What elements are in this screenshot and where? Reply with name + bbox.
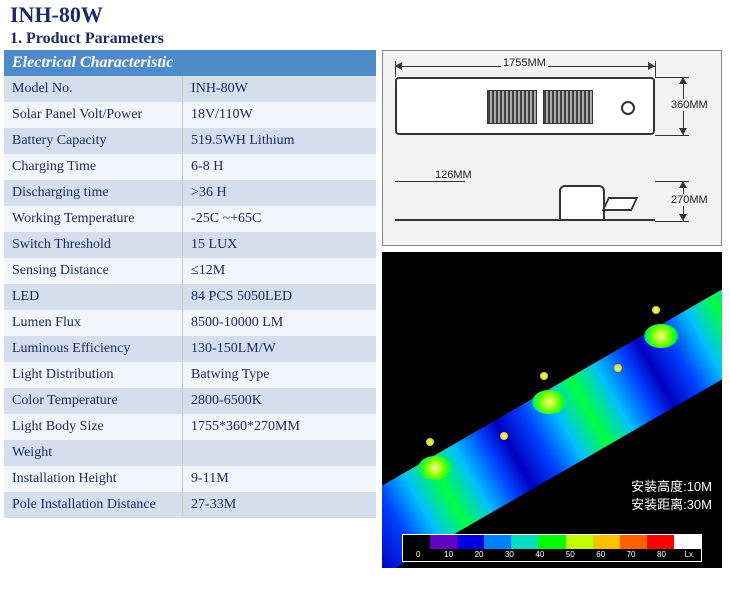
spec-label: Pole Installation Distance <box>4 492 183 518</box>
table-row: Charging Time6-8 H <box>4 154 376 180</box>
table-row: Luminous Efficiency130-150LM/W <box>4 336 376 362</box>
spec-value: 15 LUX <box>183 232 376 258</box>
spec-label: Sensing Distance <box>4 258 183 284</box>
section-text: Product Parameters <box>26 30 164 47</box>
dim-height: 270MM <box>669 194 710 206</box>
spec-table-header: Electrical Characteristic <box>4 50 376 76</box>
table-row: Weight <box>4 440 376 466</box>
install-height-value: 10M <box>687 479 712 494</box>
install-distance-label: 安装距离: <box>631 497 687 512</box>
table-row: Battery Capacity519.5WH Lithium <box>4 128 376 154</box>
spec-label: Luminous Efficiency <box>4 336 183 362</box>
spec-value: -25C ~+65C <box>183 206 376 232</box>
spec-label: Color Temperature <box>4 388 183 414</box>
spec-value: INH-80W <box>183 76 376 102</box>
spec-value: 519.5WH Lithium <box>183 128 376 154</box>
dim-length: 1755MM <box>501 57 548 69</box>
spec-label: Battery Capacity <box>4 128 183 154</box>
section-heading: 1. Product Parameters <box>10 30 726 48</box>
right-column: 1755MM 360MM 126MM <box>382 50 722 568</box>
spec-value: 18V/110W <box>183 102 376 128</box>
lux-distribution-map: 安装高度:10M 安装距离:30M 01020304050607080Lx <box>382 252 722 568</box>
spec-label: Light Body Size <box>4 414 183 440</box>
spec-value: >36 H <box>183 180 376 206</box>
side-view <box>395 181 655 221</box>
spec-label: Weight <box>4 440 183 466</box>
spec-value: 6-8 H <box>183 154 376 180</box>
install-distance-value: 30M <box>687 497 712 512</box>
table-row: Switch Threshold15 LUX <box>4 232 376 258</box>
table-row: Working Temperature-25C ~+65C <box>4 206 376 232</box>
spec-label: Switch Threshold <box>4 232 183 258</box>
top-view <box>395 77 655 135</box>
table-row: Solar Panel Volt/Power18V/110W <box>4 102 376 128</box>
section-number: 1. <box>10 30 22 47</box>
dim-thickness: 126MM <box>433 169 474 181</box>
spec-label: Lumen Flux <box>4 310 183 336</box>
spec-value: 130-150LM/W <box>183 336 376 362</box>
spec-value: Batwing Type <box>183 362 376 388</box>
spec-label: Charging Time <box>4 154 183 180</box>
spec-value: 84 PCS 5050LED <box>183 284 376 310</box>
main-layout: Electrical Characteristic Model No.INH-8… <box>4 50 726 568</box>
spec-value: 27-33M <box>183 492 376 518</box>
product-title: INH-80W <box>10 2 726 28</box>
spec-label: Model No. <box>4 76 183 102</box>
spec-label: LED <box>4 284 183 310</box>
spec-label: Discharging time <box>4 180 183 206</box>
spec-value <box>183 440 376 466</box>
spec-label: Working Temperature <box>4 206 183 232</box>
table-row: Lumen Flux8500-10000 LM <box>4 310 376 336</box>
spec-table: Electrical Characteristic Model No.INH-8… <box>4 50 376 518</box>
spec-value: 9-11M <box>183 466 376 492</box>
dim-width: 360MM <box>669 99 710 111</box>
spec-label: Installation Height <box>4 466 183 492</box>
spec-value: 1755*360*270MM <box>183 414 376 440</box>
table-row: Installation Height9-11M <box>4 466 376 492</box>
table-row: Light DistributionBatwing Type <box>4 362 376 388</box>
dimension-drawing: 1755MM 360MM 126MM <box>382 50 722 246</box>
table-row: Light Body Size1755*360*270MM <box>4 414 376 440</box>
table-row: Discharging time>36 H <box>4 180 376 206</box>
table-row: Sensing Distance≤12M <box>4 258 376 284</box>
install-height-label: 安装高度: <box>631 479 687 494</box>
spec-label: Solar Panel Volt/Power <box>4 102 183 128</box>
spec-value: 2800-6500K <box>183 388 376 414</box>
spec-label: Light Distribution <box>4 362 183 388</box>
spec-value: ≤12M <box>183 258 376 284</box>
table-row: Color Temperature2800-6500K <box>4 388 376 414</box>
table-row: Model No.INH-80W <box>4 76 376 102</box>
spec-value: 8500-10000 LM <box>183 310 376 336</box>
table-row: Pole Installation Distance27-33M <box>4 492 376 518</box>
spec-table-container: Electrical Characteristic Model No.INH-8… <box>4 50 376 568</box>
table-row: LED84 PCS 5050LED <box>4 284 376 310</box>
lux-legend: 01020304050607080Lx <box>402 534 702 562</box>
